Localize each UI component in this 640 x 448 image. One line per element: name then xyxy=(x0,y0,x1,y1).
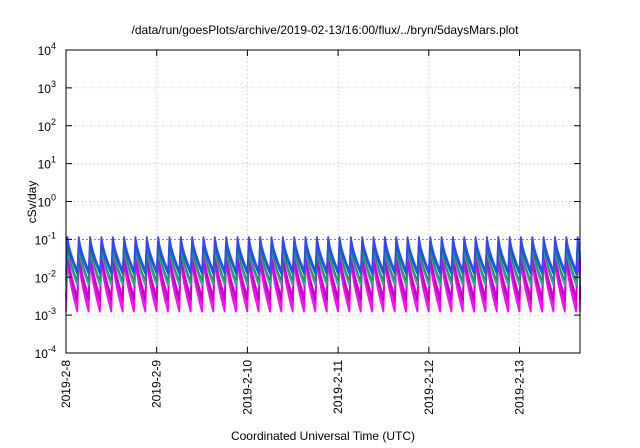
y-tick-label: 10-1 xyxy=(35,230,56,247)
series-line xyxy=(65,247,581,286)
series-line xyxy=(65,245,581,282)
x-tick-label: 2019-2-10 xyxy=(240,360,254,415)
series-line xyxy=(65,259,581,313)
y-tick-label: 101 xyxy=(38,155,56,172)
y-tick-label: 10-3 xyxy=(35,306,56,323)
grid xyxy=(66,50,580,353)
y-tick-label: 10-4 xyxy=(35,344,56,361)
x-axis: 2019-2-8 2019-2-9 2019-2-10 2019-2-11 2019-2… xyxy=(59,50,527,415)
chart-title: /data/run/goesPlots/archive/2019-02-13/1… xyxy=(132,23,520,37)
series-line xyxy=(65,236,581,271)
y-axis-title: cSv/day xyxy=(25,181,39,224)
x-tick-label: 2019-2-8 xyxy=(59,360,73,408)
x-tick-label: 2019-2-11 xyxy=(331,360,345,414)
y-tick-label: 104 xyxy=(38,41,56,58)
series-line xyxy=(65,240,581,275)
series-line xyxy=(65,250,581,298)
series-group xyxy=(65,236,581,313)
y-tick-label: 10-2 xyxy=(35,268,56,285)
y-axis: 10-4 10-3 10-2 10-1 100 101 102 103 104 xyxy=(35,41,580,361)
y-tick-label: 100 xyxy=(38,193,56,210)
x-tick-label: 2019-2-12 xyxy=(422,360,436,415)
y-tick-label: 103 xyxy=(38,79,56,96)
x-tick-label: 2019-2-13 xyxy=(513,360,527,415)
x-axis-title: Coordinated Universal Time (UTC) xyxy=(231,429,415,443)
x-tick-label: 2019-2-9 xyxy=(150,360,164,408)
y-tick-label: 102 xyxy=(38,117,56,134)
